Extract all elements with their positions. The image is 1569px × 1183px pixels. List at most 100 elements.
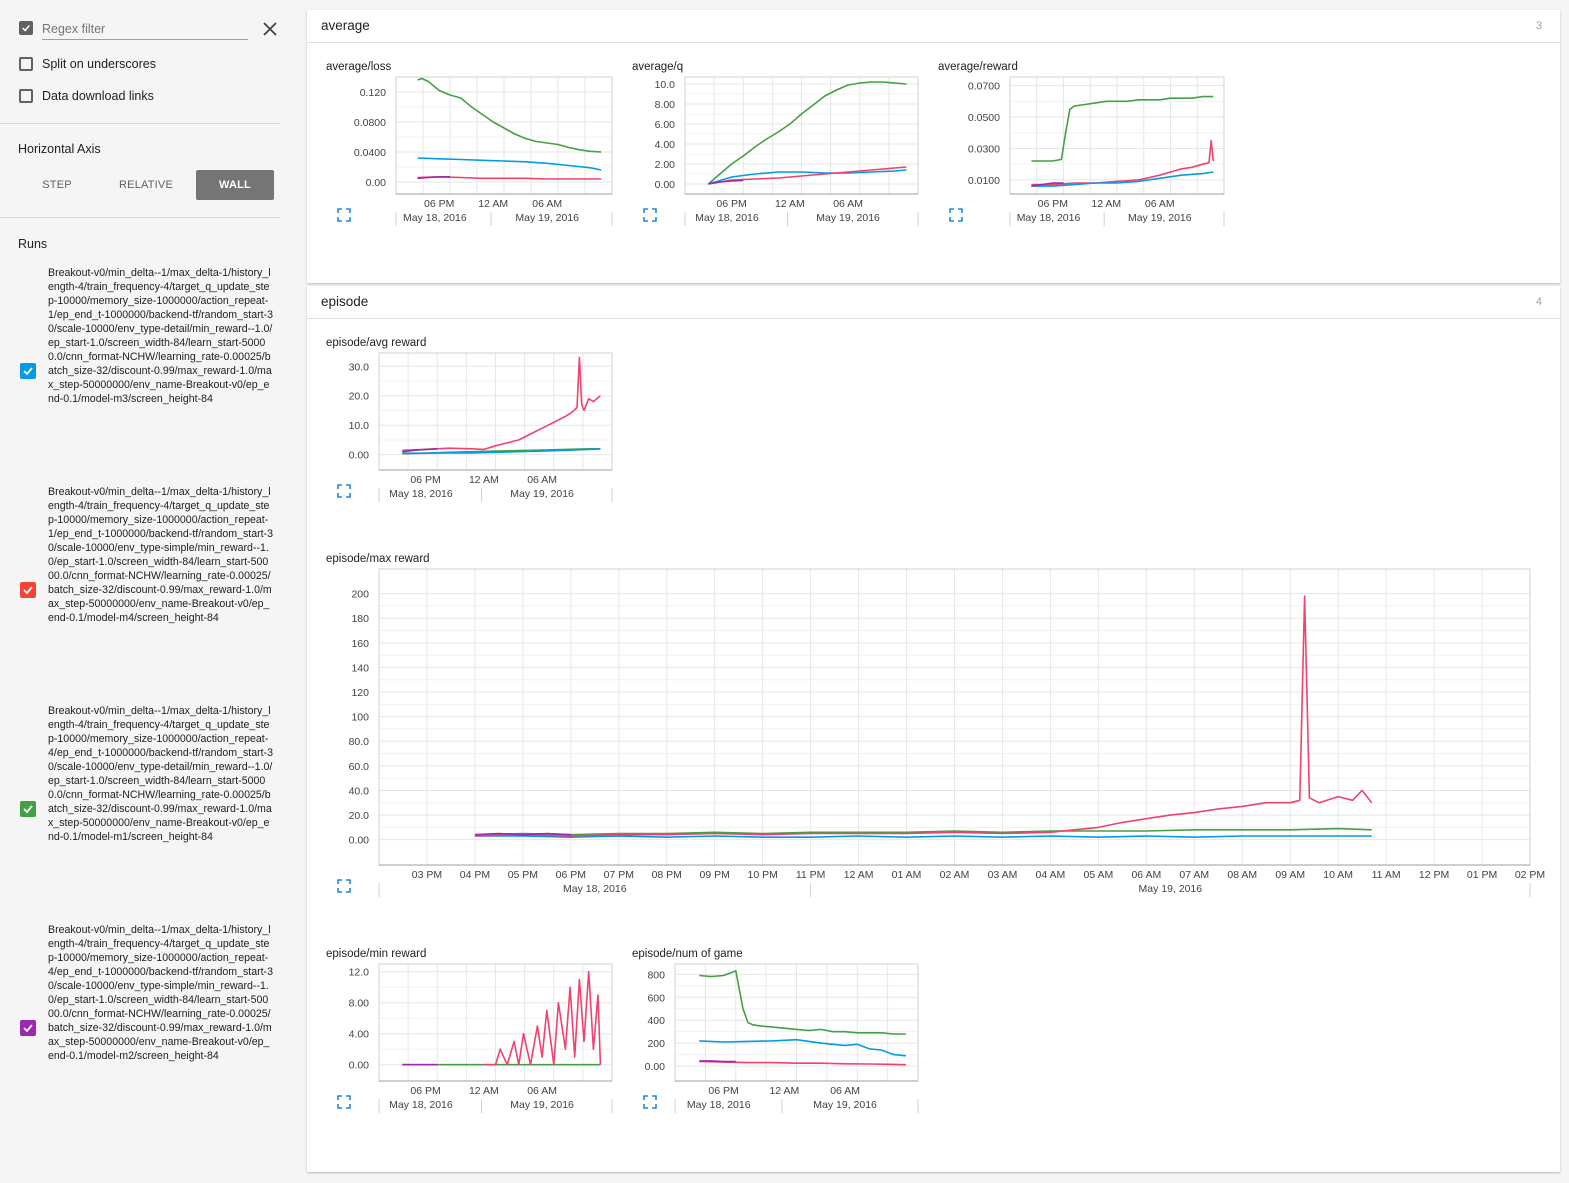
run-name: Breakout-v0/min_delta--1/max_delta-1/his… xyxy=(48,486,273,624)
y-tick-label: 120 xyxy=(351,687,369,699)
x-tick-label: 12 PM xyxy=(1419,869,1449,881)
horizontal-axis-title: Horizontal Axis xyxy=(18,142,101,156)
x-tick-label: 06 AM xyxy=(527,474,557,486)
series-line-green xyxy=(707,81,907,185)
y-tick-label: 10.0 xyxy=(655,79,676,91)
chart-average-reward: average/reward 0.0700 0.0500 0.0300 0.0100 06… xyxy=(938,61,1228,261)
series-line-purple xyxy=(402,448,438,453)
series-line-red xyxy=(1031,139,1215,186)
fullscreen-icon[interactable] xyxy=(337,1095,351,1109)
fullscreen-icon[interactable] xyxy=(643,1095,657,1109)
chart-title: episode/num of game xyxy=(632,948,743,960)
x-tick-label: 09 PM xyxy=(700,869,730,881)
x-tick-label: 05 PM xyxy=(508,869,538,881)
y-tick-label: 600 xyxy=(647,992,665,1004)
group-count: 3 xyxy=(1535,20,1542,32)
fullscreen-icon-path xyxy=(337,484,351,498)
y-tick-label: 200 xyxy=(647,1038,665,1050)
x-tick-label: 06 PM xyxy=(410,1085,440,1097)
series-line-red xyxy=(699,1060,906,1066)
run-checkbox[interactable] xyxy=(20,1020,36,1036)
chart-title: average/loss xyxy=(326,61,392,73)
axis-wall-button[interactable]: WALL xyxy=(196,170,274,200)
y-tick-label: 30.0 xyxy=(349,361,370,373)
x-tick-label: 06 PM xyxy=(424,198,454,210)
axis-relative-button[interactable]: RELATIVE xyxy=(119,179,173,191)
chart-episode-max-reward: episode/max reward 200 180 160 140 120 100 80.0… xyxy=(326,553,1545,933)
fullscreen-icon-path xyxy=(643,208,657,222)
fullscreen-icon[interactable] xyxy=(337,208,351,222)
split-underscores-checkbox[interactable] xyxy=(19,57,33,71)
x-tick-label: 02 PM xyxy=(1515,869,1545,881)
group-header[interactable]: episode 4 xyxy=(307,286,1560,319)
axis-step-button[interactable]: STEP xyxy=(42,179,72,191)
series-line-green xyxy=(699,970,906,1035)
date-label: May 19, 2016 xyxy=(510,1099,574,1111)
chart-svg: 200 180 160 140 120 100 80.0 60.0 40.0 20.0 0.00 03… xyxy=(337,568,1545,897)
fullscreen-icon[interactable] xyxy=(643,208,657,222)
y-tick-label: 200 xyxy=(351,589,369,601)
y-tick-label: 20.0 xyxy=(349,810,370,822)
y-tick-label: 180 xyxy=(351,613,369,625)
run-checkbox[interactable] xyxy=(20,801,36,817)
y-tick-label: 0.0700 xyxy=(968,81,1000,93)
close-icon[interactable] xyxy=(263,22,277,36)
series-line-blue xyxy=(474,835,1372,839)
group-card-average: average 3 average/loss 0.120 0.0800 0.0400 0… xyxy=(307,10,1560,283)
chart-title: episode/min reward xyxy=(326,948,427,960)
group-header[interactable]: average 3 xyxy=(307,10,1560,43)
fullscreen-icon[interactable] xyxy=(337,879,351,893)
series-line-blue xyxy=(699,1038,906,1057)
run-checkbox[interactable] xyxy=(20,582,36,598)
x-tick-label: 06 PM xyxy=(410,474,440,486)
x-tick-label: 06 AM xyxy=(532,198,562,210)
group-count: 4 xyxy=(1535,296,1542,308)
y-tick-label: 4.00 xyxy=(349,1029,370,1041)
x-tick-label: 01 PM xyxy=(1467,869,1497,881)
x-tick-label: 06 AM xyxy=(833,198,863,210)
series-line-purple xyxy=(708,179,744,185)
data-download-checkbox[interactable] xyxy=(19,89,33,103)
x-tick-label: 03 AM xyxy=(988,869,1018,881)
check-icon xyxy=(23,1024,33,1033)
chart-svg: 800 600 400 200 0.00 06 PM 12 AM 06 AM May 18, 2… xyxy=(643,963,919,1113)
x-tick-label: 06 AM xyxy=(1131,869,1161,881)
check-icon xyxy=(23,586,33,595)
regex-filter-checkbox[interactable] xyxy=(19,21,33,35)
x-tick-label: 11 AM xyxy=(1372,869,1401,881)
chart-episode-num-of-game: episode/num of game 800 600 400 200 0.00 06 PM… xyxy=(632,948,922,1148)
check-icon xyxy=(22,25,30,32)
regex-filter-input[interactable] xyxy=(42,19,248,40)
x-tick-label: 03 PM xyxy=(412,869,442,881)
y-tick-label: 10.0 xyxy=(349,420,370,432)
x-tick-label: 10 AM xyxy=(1323,869,1353,881)
runs-title: Runs xyxy=(18,237,48,251)
chart-episode-avg-reward: episode/avg reward 30.0 20.0 10.0 0.00 06 PM 1… xyxy=(326,337,616,537)
x-tick-label: 07 PM xyxy=(604,869,634,881)
y-tick-label: 0.0500 xyxy=(968,112,1000,124)
divider xyxy=(0,123,280,124)
x-tick-label: 08 PM xyxy=(652,869,682,881)
y-tick-label: 160 xyxy=(351,638,369,650)
group-title: episode xyxy=(321,294,369,309)
series-line-blue xyxy=(708,169,907,185)
y-tick-label: 0.00 xyxy=(349,1060,370,1072)
series-line-green xyxy=(474,827,1372,836)
chart-svg: 30.0 20.0 10.0 0.00 06 PM 12 AM 06 AM May 18, 2… xyxy=(337,352,613,502)
x-tick-label: 09 AM xyxy=(1275,869,1305,881)
chart-title: episode/max reward xyxy=(326,553,430,565)
series-line-blue xyxy=(417,157,602,171)
fullscreen-icon[interactable] xyxy=(949,208,963,222)
chart-svg: 10.0 8.00 6.00 4.00 2.00 0.00 06 PM 12 AM 06 AM M… xyxy=(643,76,919,226)
date-label: May 18, 2016 xyxy=(389,488,453,500)
x-tick-label: 12 AM xyxy=(469,474,499,486)
y-tick-label: 40.0 xyxy=(349,785,370,797)
chart-svg: 12.0 8.00 4.00 0.00 06 PM 12 AM 06 AM May 18, 2… xyxy=(337,963,613,1113)
y-tick-label: 0.0400 xyxy=(354,147,386,159)
fullscreen-icon[interactable] xyxy=(337,484,351,498)
series-line-red xyxy=(483,970,602,1066)
chart-title: average/q xyxy=(632,61,684,73)
x-tick-label: 01 AM xyxy=(892,869,922,881)
fullscreen-icon-path xyxy=(337,208,351,222)
run-checkbox[interactable] xyxy=(20,363,36,379)
